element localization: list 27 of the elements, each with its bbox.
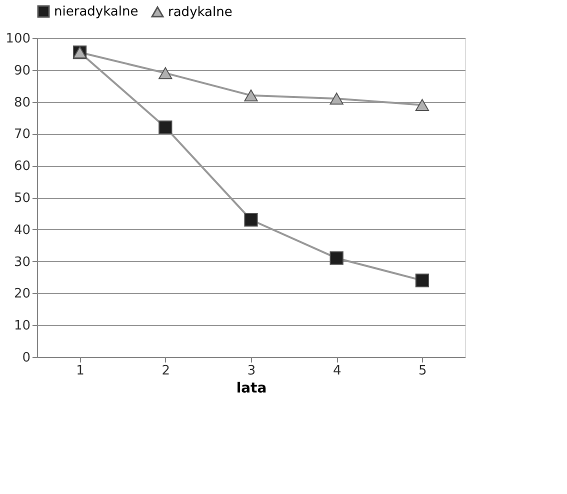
point [330,92,344,105]
point [244,213,258,227]
point [158,67,172,80]
y-tick-label: 30 [14,254,30,270]
legend-label: radykalne [168,4,232,20]
x-tick-label: 2 [162,364,170,378]
x-tick-label: 4 [332,364,342,378]
point [330,251,344,265]
y-tick-label: 20 [14,286,30,302]
y-tick-label: 40 [14,222,30,238]
point [244,89,258,102]
y-tick-label: 90 [14,63,30,78]
y-tick-label: 60 [14,159,30,174]
point [158,120,172,134]
y-tick-label: 80 [14,95,30,110]
x-axis-title: lata [236,380,267,396]
y-tick-label: 0 [22,350,30,366]
x-tick-label: 1 [76,364,84,378]
point [415,99,430,111]
x-tick-label: 3 [247,364,256,378]
y-tick-label: 100 [6,32,30,46]
x-tick-label: 5 [418,364,427,378]
point [415,274,430,288]
y-tick-label: 50 [14,191,30,206]
legend-label: nieradykalne [54,4,138,20]
y-tick-label: 70 [14,127,30,142]
y-tick-label: 10 [14,318,30,334]
